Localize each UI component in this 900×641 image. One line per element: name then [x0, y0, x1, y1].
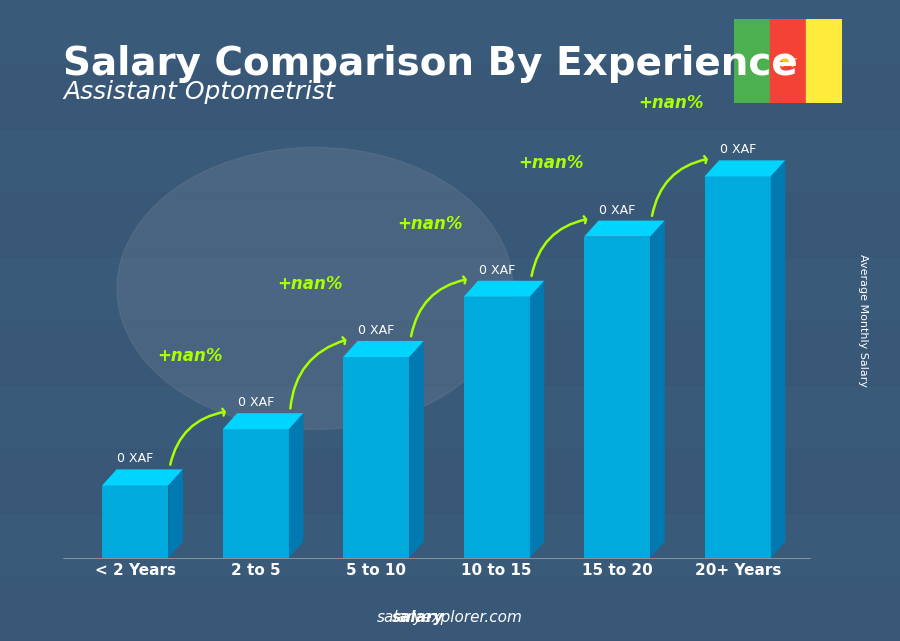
Text: 0 XAF: 0 XAF [479, 263, 515, 277]
Polygon shape [770, 160, 786, 558]
Text: +nan%: +nan% [639, 94, 704, 112]
Text: Assistant Optometrist: Assistant Optometrist [63, 80, 335, 104]
Polygon shape [410, 341, 424, 558]
Bar [0, 256, 900, 320]
Polygon shape [289, 413, 303, 558]
Circle shape [117, 147, 513, 429]
Polygon shape [168, 469, 183, 558]
Polygon shape [584, 237, 651, 558]
Bar [0, 0, 900, 64]
Polygon shape [222, 429, 289, 558]
Text: 0 XAF: 0 XAF [720, 144, 756, 156]
Bar [0, 577, 900, 641]
Bar [806, 19, 842, 103]
Polygon shape [103, 485, 168, 558]
Text: +nan%: +nan% [157, 347, 222, 365]
Bar [0, 513, 900, 577]
Bar [0, 128, 900, 192]
Polygon shape [778, 53, 797, 68]
Polygon shape [103, 469, 183, 485]
Polygon shape [530, 281, 544, 558]
Polygon shape [222, 413, 303, 429]
Text: Average Monthly Salary: Average Monthly Salary [859, 254, 868, 387]
Polygon shape [584, 221, 665, 237]
Text: 0 XAF: 0 XAF [599, 204, 635, 217]
Text: +nan%: +nan% [277, 275, 343, 293]
Text: 0 XAF: 0 XAF [238, 396, 274, 409]
Polygon shape [705, 176, 770, 558]
Text: +nan%: +nan% [518, 154, 584, 172]
Polygon shape [464, 281, 544, 297]
Bar [770, 19, 806, 103]
Text: 0 XAF: 0 XAF [358, 324, 394, 337]
Text: salaryexplorer.com: salaryexplorer.com [377, 610, 523, 625]
Bar [734, 19, 770, 103]
Text: +nan%: +nan% [398, 215, 464, 233]
Text: salary: salary [392, 610, 444, 625]
Polygon shape [705, 160, 786, 176]
Polygon shape [651, 221, 665, 558]
Polygon shape [343, 357, 410, 558]
Polygon shape [343, 341, 424, 357]
Bar [0, 192, 900, 256]
Text: Salary Comparison By Experience: Salary Comparison By Experience [63, 45, 797, 83]
Polygon shape [464, 297, 530, 558]
Text: 0 XAF: 0 XAF [117, 453, 153, 465]
Bar [0, 64, 900, 128]
Bar [0, 320, 900, 385]
Bar [0, 449, 900, 513]
Bar [0, 385, 900, 449]
